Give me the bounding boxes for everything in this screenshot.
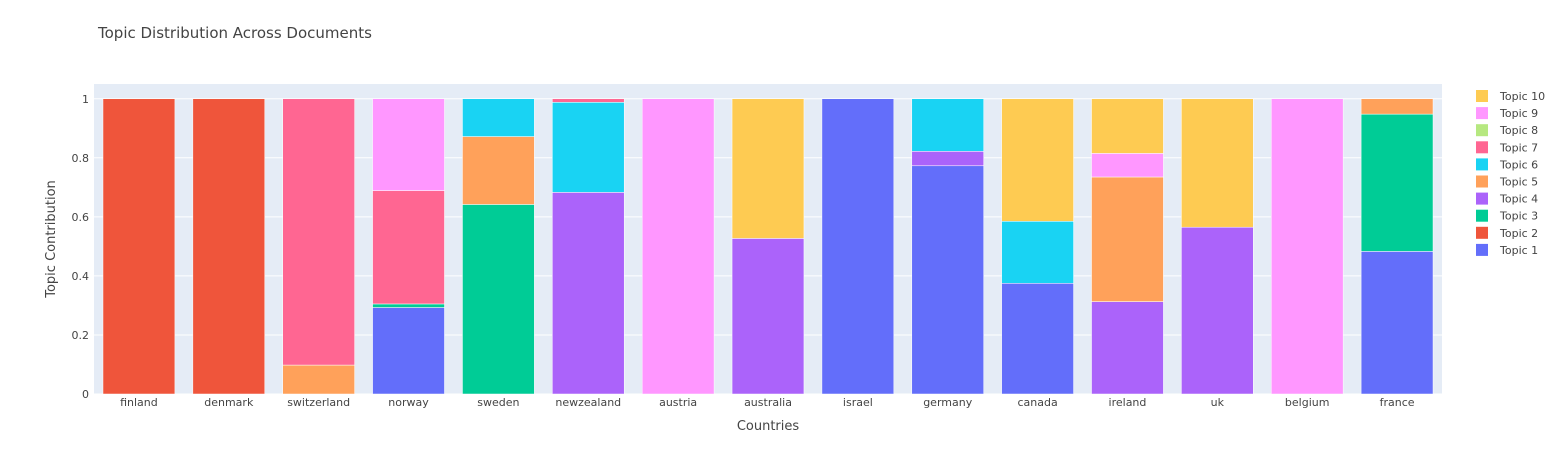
legend-item[interactable]: Topic 8 (1476, 124, 1538, 137)
legend-item[interactable]: Topic 6 (1476, 158, 1538, 171)
legend-label: Topic 9 (1499, 107, 1538, 120)
bar-segment[interactable] (1001, 98, 1074, 222)
legend-swatch (1476, 107, 1488, 120)
bar-segment[interactable] (552, 98, 625, 103)
bar-segment[interactable] (372, 190, 445, 305)
bar-segment[interactable] (1091, 176, 1164, 302)
legend-swatch (1476, 124, 1488, 137)
bar-segment[interactable] (462, 204, 535, 395)
legend-swatch (1476, 243, 1488, 256)
bar-segment[interactable] (1001, 221, 1074, 284)
legend-swatch (1476, 192, 1488, 205)
chart-title: Topic Distribution Across Documents (97, 24, 372, 42)
bar-segment[interactable] (821, 98, 895, 395)
x-tick-label: austria (659, 396, 697, 409)
legend-item[interactable]: Topic 3 (1476, 209, 1538, 223)
legend-label: Topic 7 (1499, 141, 1538, 154)
bar-segment[interactable] (1001, 283, 1074, 395)
bar-segment[interactable] (1091, 153, 1164, 178)
legend-label: Topic 10 (1499, 90, 1545, 103)
legend-label: Topic 1 (1499, 244, 1538, 257)
legend-item[interactable]: Topic 10 (1476, 90, 1545, 103)
y-tick-label: 0.8 (72, 152, 90, 165)
bar-segment[interactable] (911, 98, 984, 152)
x-tick-labels: finland denmark switzerland norway sweden new… (120, 396, 1415, 409)
legend-item[interactable]: Topic 9 (1476, 107, 1538, 120)
bar-segment[interactable] (462, 98, 535, 137)
bar-segment[interactable] (1091, 301, 1164, 395)
bar-segment[interactable] (731, 238, 805, 395)
x-tick-label: belgium (1285, 396, 1330, 409)
y-tick-label: 0.4 (72, 270, 90, 283)
x-axis-title: Countries (737, 419, 800, 434)
bar-segment[interactable] (641, 98, 715, 395)
legend-item[interactable]: Topic 4 (1476, 192, 1538, 206)
y-axis-title: Topic Contribution (44, 180, 59, 299)
legend-item[interactable]: Topic 5 (1476, 175, 1538, 189)
x-tick-label: norway (388, 396, 429, 409)
legend-swatch (1476, 90, 1488, 102)
bar-segment[interactable] (552, 192, 625, 395)
x-tick-label: australia (744, 396, 792, 409)
bar-segment[interactable] (552, 102, 625, 193)
legend-label: Topic 6 (1499, 158, 1538, 171)
x-tick-label: france (1380, 396, 1415, 409)
legend-item[interactable]: Topic 7 (1476, 141, 1538, 154)
legend: Topic 10 Topic 9 Topic 8 Topic 7 Topic 6 Topi… (1476, 90, 1545, 257)
y-tick-label: 1 (82, 93, 89, 106)
y-tick-labels: 0 0.2 0.4 0.6 0.8 1 (72, 93, 90, 401)
x-tick-label: newzealand (555, 396, 621, 409)
bar-segment[interactable] (1181, 98, 1254, 228)
bar-segment[interactable] (282, 98, 355, 366)
legend-label: Topic 4 (1499, 193, 1538, 206)
bar-segment[interactable] (1360, 113, 1434, 252)
x-tick-label: israel (843, 396, 873, 409)
bar-segment[interactable] (372, 98, 445, 191)
legend-swatch (1476, 175, 1488, 188)
bar-segment[interactable] (102, 98, 176, 395)
bar-segment[interactable] (1360, 98, 1434, 115)
legend-swatch (1476, 141, 1488, 154)
legend-label: Topic 3 (1499, 210, 1538, 223)
legend-swatch (1476, 226, 1488, 239)
bar-segment[interactable] (731, 98, 805, 239)
legend-item[interactable]: Topic 1 (1476, 243, 1538, 257)
bar-segment[interactable] (1271, 98, 1344, 395)
bars (102, 98, 1434, 395)
bar-segment[interactable] (1091, 98, 1164, 154)
legend-label: Topic 2 (1499, 227, 1538, 240)
y-tick-label: 0.6 (72, 211, 90, 224)
x-tick-label: switzerland (287, 396, 350, 409)
bar-segment[interactable] (1360, 251, 1434, 395)
legend-item[interactable]: Topic 2 (1476, 226, 1538, 240)
bar-segment[interactable] (1181, 226, 1254, 395)
y-tick-label: 0.2 (72, 329, 90, 342)
x-tick-label: sweden (477, 396, 519, 409)
legend-swatch (1476, 209, 1488, 222)
x-tick-label: denmark (204, 396, 254, 409)
legend-label: Topic 5 (1499, 176, 1538, 189)
y-tick-label: 0 (82, 388, 89, 401)
x-tick-label: uk (1211, 396, 1225, 409)
bar-segment[interactable] (372, 303, 445, 308)
x-tick-label: canada (1017, 396, 1057, 409)
legend-swatch (1476, 158, 1488, 171)
bar-segment[interactable] (372, 307, 445, 395)
bar-segment[interactable] (282, 364, 355, 395)
legend-label: Topic 8 (1499, 124, 1538, 137)
x-tick-label: germany (923, 396, 973, 409)
x-tick-label: ireland (1109, 396, 1147, 409)
bar-segment[interactable] (911, 151, 984, 167)
bar-segment[interactable] (192, 98, 265, 395)
x-tick-label: finland (120, 396, 158, 409)
bar-segment[interactable] (462, 136, 535, 205)
bar-segment[interactable] (911, 165, 984, 395)
